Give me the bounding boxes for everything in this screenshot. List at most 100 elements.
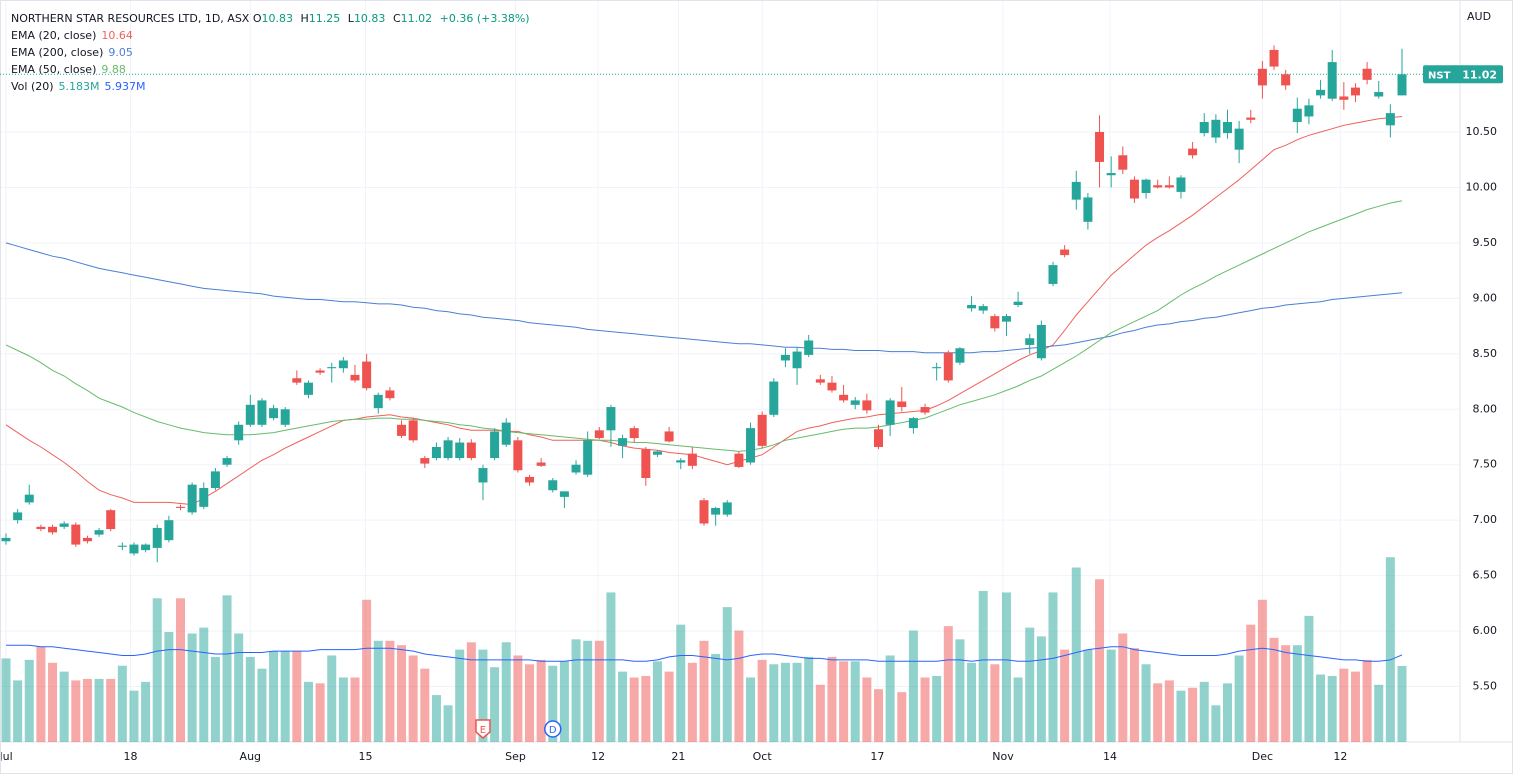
- candle-body: [420, 458, 430, 464]
- y-tick-label: 6.00: [1473, 624, 1498, 637]
- legend-entry: EMA (50, close) 9.88: [11, 61, 534, 78]
- volume-bar: [431, 695, 441, 742]
- candle-body: [1223, 122, 1232, 134]
- legend-value: 9.88: [101, 63, 126, 76]
- candle-body: [292, 378, 302, 383]
- volume-bar: [652, 661, 662, 742]
- candle-body: [176, 506, 185, 508]
- candle-body: [1188, 148, 1198, 156]
- volume-bar: [746, 677, 756, 742]
- legend-entry: Vol (20) 5.183M 5.937M: [11, 78, 534, 95]
- volume-bar: [1223, 683, 1232, 742]
- volume-bar: [466, 642, 476, 742]
- volume-bar: [269, 651, 279, 742]
- volume-bar: [187, 633, 197, 742]
- x-tick-label: 17: [870, 750, 884, 763]
- candle-body: [257, 400, 267, 425]
- volume-bar: [397, 645, 407, 742]
- volume-bar: [455, 649, 465, 742]
- volume-bar: [874, 689, 883, 742]
- volume-bar: [257, 668, 267, 742]
- volume-bar: [1129, 648, 1139, 742]
- volume-bar: [943, 626, 953, 742]
- candle-body: [408, 420, 418, 441]
- candle-body: [187, 484, 197, 513]
- volume-bar: [1339, 668, 1349, 742]
- y-tick-label: 9.50: [1473, 236, 1498, 249]
- volume-bar: [1036, 636, 1046, 742]
- candle-body: [48, 526, 58, 533]
- volume-bar: [280, 651, 290, 742]
- candle-body: [106, 510, 116, 530]
- volume-bar: [36, 646, 46, 742]
- candle-body: [210, 471, 220, 489]
- volume-bar: [59, 671, 69, 742]
- volume-bar: [862, 677, 872, 742]
- volume-bar: [1362, 659, 1372, 742]
- volume-bar: [1071, 567, 1081, 742]
- volume-bar: [327, 655, 337, 742]
- candle-body: [338, 360, 348, 369]
- candle-body: [1083, 197, 1093, 222]
- candle-body: [525, 476, 534, 483]
- volume-bar: [792, 662, 802, 742]
- candle-body: [152, 527, 162, 548]
- candle-body: [350, 374, 360, 381]
- volume-bar: [164, 632, 174, 742]
- volume-bar: [606, 592, 616, 742]
- volume-bar: [769, 664, 779, 742]
- candle-body: [967, 305, 977, 309]
- volume-bar: [1304, 615, 1314, 742]
- event-label: D: [549, 725, 557, 736]
- ohlc-value: 11.02: [400, 12, 433, 25]
- volume-bar: [1001, 592, 1011, 742]
- candle-body: [792, 351, 802, 369]
- volume-bar: [1385, 557, 1395, 742]
- candle-body: [583, 440, 593, 475]
- volume-bar: [152, 598, 162, 742]
- x-tick-label: 12: [591, 750, 605, 763]
- legend-value: 10.64: [101, 29, 133, 42]
- candle-body: [513, 440, 523, 471]
- x-tick-label: 21: [671, 750, 685, 763]
- ohlc-key: O: [252, 12, 262, 25]
- candle-body: [746, 428, 756, 463]
- volume-bar: [1164, 680, 1174, 742]
- candle-body: [1281, 74, 1291, 86]
- volume-bar: [676, 624, 686, 742]
- volume-bar: [385, 640, 395, 742]
- candle-body: [1118, 155, 1128, 170]
- volume-bar: [804, 656, 814, 742]
- volume-bar: [176, 598, 185, 742]
- candle-body: [711, 507, 721, 515]
- candle-body: [1316, 89, 1326, 96]
- volume-bar: [82, 678, 92, 742]
- candle-body: [1106, 173, 1116, 176]
- candle-body: [1211, 119, 1221, 138]
- price-tag-value: 11.02: [1462, 68, 1497, 81]
- volume-bar: [1199, 681, 1209, 742]
- volume-bar: [641, 676, 651, 742]
- volume-bar: [978, 590, 988, 742]
- volume-bar: [315, 683, 325, 742]
- volume-bar: [106, 678, 116, 742]
- volume-bar: [885, 655, 895, 742]
- candle-body: [280, 409, 290, 425]
- volume-bar: [1176, 690, 1186, 742]
- ohlc-value: 10.83: [261, 12, 294, 25]
- volume-bar: [594, 640, 604, 742]
- candle-body: [606, 407, 616, 431]
- volume-bar: [71, 680, 81, 742]
- candle-body: [164, 520, 174, 541]
- volume-bar: [373, 640, 383, 742]
- x-tick-label: Nov: [992, 750, 1014, 763]
- candle-body: [36, 526, 46, 530]
- volume-bar: [687, 662, 697, 742]
- candle-body: [1001, 316, 1011, 322]
- candle-body: [780, 354, 790, 361]
- candle-body: [862, 400, 872, 411]
- volume-bar: [559, 661, 569, 742]
- volume-bar: [525, 664, 534, 742]
- volume-bar: [443, 705, 453, 742]
